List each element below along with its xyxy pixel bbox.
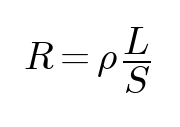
Text: $R = \rho\,\dfrac{L}{S}$: $R = \rho\,\dfrac{L}{S}$ (22, 26, 150, 96)
